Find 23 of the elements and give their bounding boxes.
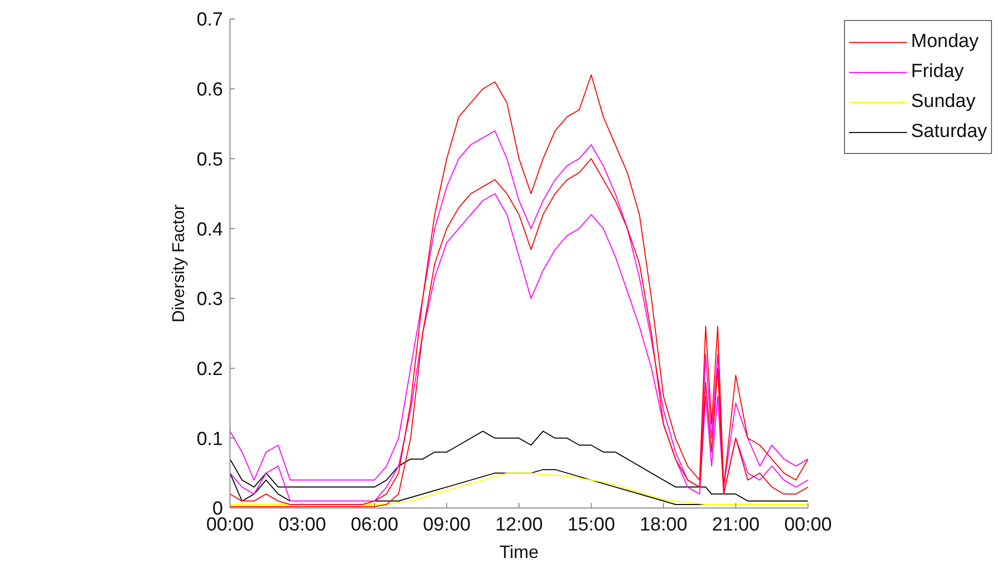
x-tick-label: 09:00 bbox=[422, 514, 471, 536]
y-tick-label: 0.5 bbox=[196, 149, 223, 170]
y-tick-label: 0.7 bbox=[196, 10, 223, 31]
y-axis-title: Diversity Factor bbox=[169, 204, 188, 323]
y-tick-label: 0.6 bbox=[196, 80, 223, 101]
y-tick-label: 0.3 bbox=[196, 289, 223, 310]
y-tick-label: 0.1 bbox=[196, 428, 223, 450]
x-tick-label: 00:00 bbox=[784, 514, 832, 536]
legend-label: Monday bbox=[911, 31, 979, 53]
legend-label: Saturday bbox=[911, 121, 988, 143]
x-tick-label: 03:00 bbox=[278, 514, 326, 536]
y-tick-label: 0.4 bbox=[196, 219, 224, 240]
legend-label: Sunday bbox=[911, 91, 976, 113]
x-tick-label: 12:00 bbox=[495, 514, 543, 536]
y-tick-label: 0.2 bbox=[196, 359, 223, 380]
x-tick-label: 06:00 bbox=[350, 514, 398, 536]
line-series bbox=[230, 74, 808, 506]
line-series bbox=[230, 430, 808, 502]
x-tick-label: 18:00 bbox=[640, 514, 688, 536]
x-axis-title: Time bbox=[499, 542, 539, 562]
x-tick-label: 21:00 bbox=[712, 514, 760, 536]
x-tick-label: 15:00 bbox=[567, 514, 616, 536]
legend-label: Friday bbox=[911, 61, 964, 83]
